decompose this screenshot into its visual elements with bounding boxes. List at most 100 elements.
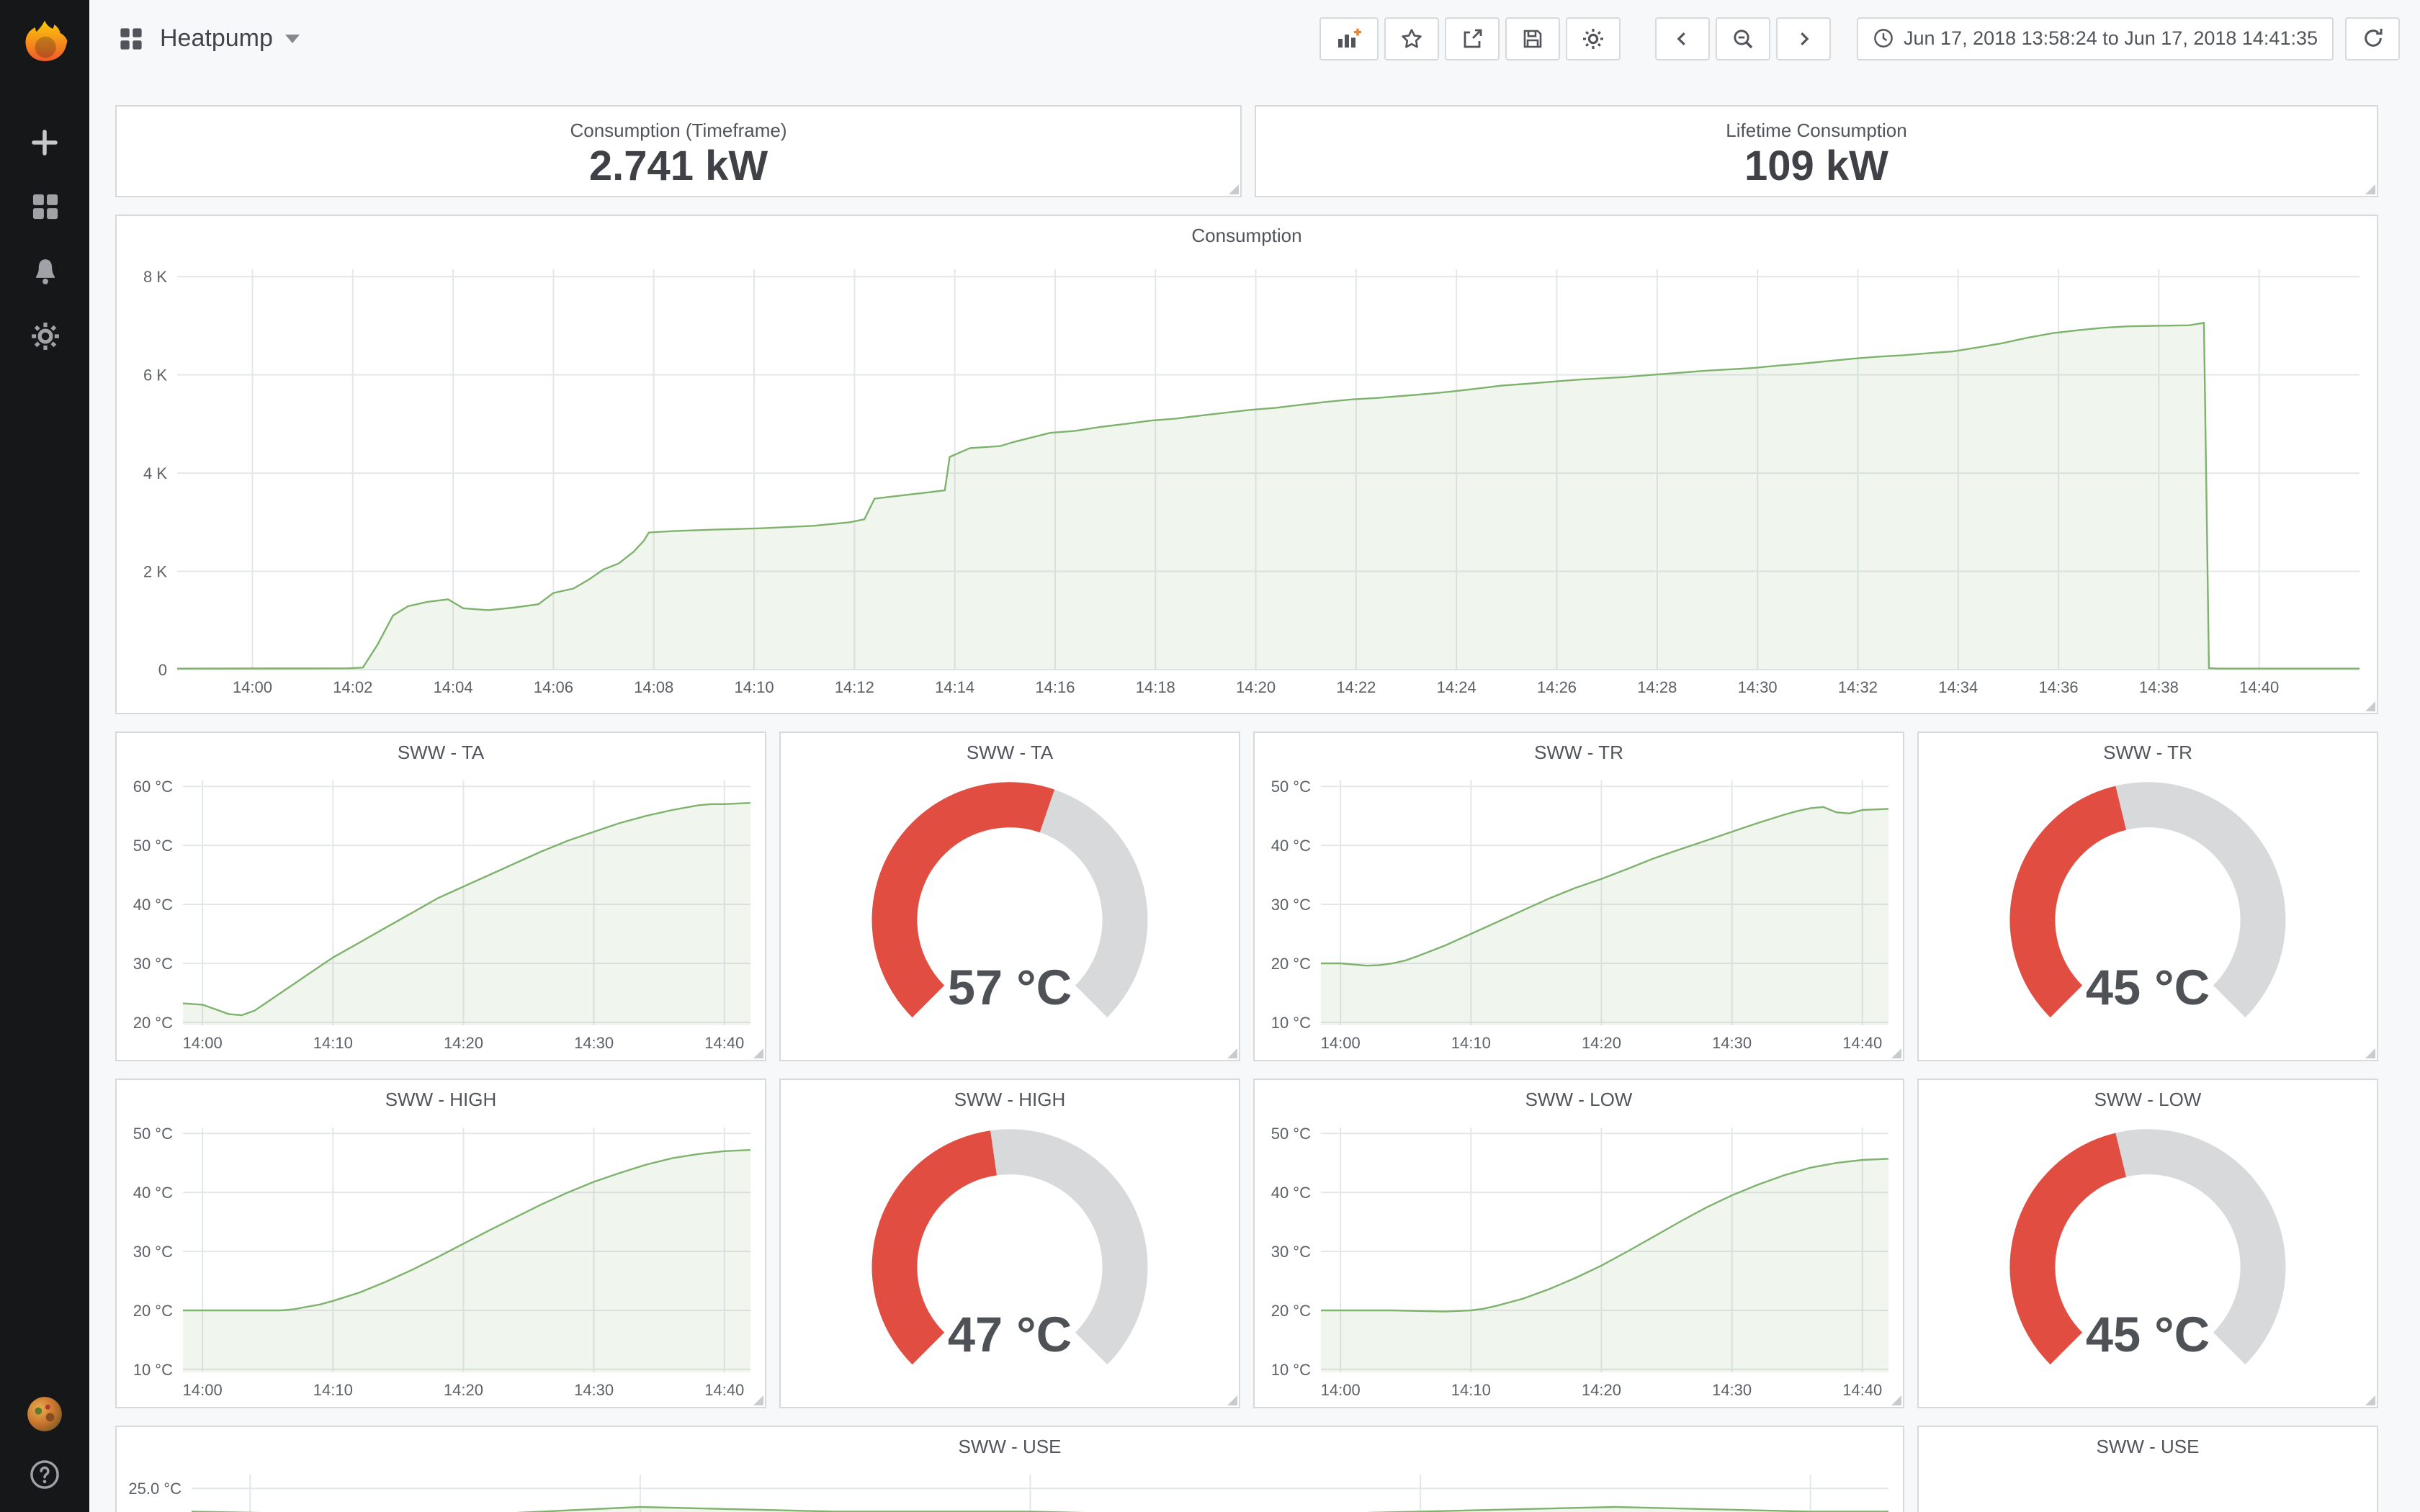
dashboard-grid: Consumption (Timeframe) 2.741 kW Lifetim…: [89, 76, 2420, 1512]
panel-resize-handle[interactable]: [1891, 1395, 1901, 1405]
svg-text:10 °C: 10 °C: [133, 1361, 173, 1379]
time-range-button[interactable]: Jun 17, 2018 13:58:24 to Jun 17, 2018 14…: [1856, 17, 2334, 60]
save-icon: [1523, 29, 1541, 48]
time-nav-group: [1654, 17, 1830, 60]
svg-text:30 °C: 30 °C: [1271, 1243, 1311, 1261]
svg-text:14:20: 14:20: [444, 1381, 483, 1399]
svg-text:50 °C: 50 °C: [133, 1125, 173, 1143]
sww-ta-gauge: 57 °C: [781, 772, 1239, 1060]
panel-title[interactable]: SWW - TR: [2103, 742, 2192, 763]
sww-ta-chart[interactable]: 20 °C 30 °C 40 °C 50 °C 60 °C 14:00 14:10 14:20…: [117, 772, 765, 1060]
consumption-chart[interactable]: 0 2 K 4 K 6 K 8 K 14:00 14:02 14:04 14:06 14:08 14…: [117, 255, 2377, 713]
time-step-back-button[interactable]: [1654, 17, 1709, 60]
svg-text:6 K: 6 K: [143, 366, 167, 384]
sidebar: [0, 0, 89, 1512]
bell-icon: [35, 259, 55, 284]
panel-title[interactable]: SWW - LOW: [1525, 1089, 1633, 1110]
panel-resize-handle[interactable]: [2365, 184, 2375, 194]
add-panel-button[interactable]: [1319, 17, 1378, 60]
svg-text:14:00: 14:00: [233, 678, 272, 696]
panel-resize-handle[interactable]: [2365, 1048, 2375, 1058]
panel-lifetime-consumption: Lifetime Consumption 109 kW: [1255, 105, 2378, 197]
refresh-button[interactable]: [2345, 17, 2400, 60]
sidebar-item-configuration[interactable]: [0, 304, 89, 369]
panel-resize-handle[interactable]: [1891, 1048, 1901, 1058]
sidebar-item-dashboards[interactable]: [0, 174, 89, 239]
panel-sww-low-graph: SWW - LOW 10 °C 20 °C 30 °C 40 °C 50 °C 14:00…: [1253, 1079, 1904, 1408]
panel-resize-handle[interactable]: [1227, 1395, 1237, 1405]
panel-resize-handle[interactable]: [1229, 184, 1239, 194]
user-profile-button[interactable]: [0, 1394, 89, 1434]
refresh-icon: [2364, 28, 2382, 47]
panel-title[interactable]: SWW - LOW: [2094, 1089, 2202, 1110]
star-dashboard-button[interactable]: [1384, 17, 1438, 60]
sww-low-chart[interactable]: 10 °C 20 °C 30 °C 40 °C 50 °C 14:00 14:10 14:20…: [1255, 1119, 1903, 1407]
time-step-forward-button[interactable]: [1775, 17, 1830, 60]
panel-resize-handle[interactable]: [2365, 1395, 2375, 1405]
help-button[interactable]: [0, 1454, 89, 1495]
panel-sww-low-gauge: SWW - LOW 45 °C: [1917, 1079, 2378, 1408]
svg-text:14:08: 14:08: [634, 678, 673, 696]
plus-icon: [32, 129, 58, 155]
panel-resize-handle[interactable]: [753, 1395, 763, 1405]
clock-icon: [1873, 29, 1892, 48]
sww-low-gauge: 45 °C: [1919, 1119, 2377, 1407]
sww-use-row: SWW - USE 25.0 °C14:0014:1014:2014:3014:…: [115, 1426, 2378, 1512]
grafana-logo[interactable]: [19, 17, 71, 69]
stat-row: Consumption (Timeframe) 2.741 kW Lifetim…: [115, 105, 2378, 197]
svg-text:14:30: 14:30: [574, 1034, 614, 1052]
sww-use-gauge: [1919, 1466, 2377, 1512]
panel-title[interactable]: SWW - USE: [958, 1436, 1062, 1457]
sidebar-item-create[interactable]: [0, 109, 89, 174]
svg-text:14:34: 14:34: [1938, 678, 1978, 696]
sidebar-item-alerting[interactable]: [0, 239, 89, 304]
svg-text:20 °C: 20 °C: [133, 1014, 173, 1032]
dashboard-grid-icon[interactable]: [118, 25, 144, 51]
panel-title[interactable]: SWW - TA: [397, 742, 485, 763]
help-icon: [30, 1460, 59, 1489]
svg-text:20 °C: 20 °C: [133, 1302, 173, 1320]
svg-text:40 °C: 40 °C: [133, 1184, 173, 1202]
dashboard-title-dropdown[interactable]: Heatpump: [160, 24, 300, 53]
svg-text:10 °C: 10 °C: [1271, 1014, 1311, 1032]
svg-text:50 °C: 50 °C: [1271, 1125, 1311, 1143]
panel-title[interactable]: SWW - TR: [1534, 742, 1623, 763]
panel-sww-high-gauge: SWW - HIGH 47 °C: [779, 1079, 1240, 1408]
svg-text:14:04: 14:04: [434, 678, 473, 696]
panel-title[interactable]: Consumption (Timeframe): [570, 120, 787, 141]
sww-tr-chart[interactable]: 10 °C 20 °C 30 °C 40 °C 50 °C 14:00 14:10 14:20…: [1255, 772, 1903, 1060]
dashboard-tools: [1319, 17, 1620, 60]
svg-text:14:00: 14:00: [183, 1381, 223, 1399]
sidebar-bottom: [0, 1394, 89, 1512]
svg-text:20 °C: 20 °C: [1271, 955, 1311, 973]
panel-title[interactable]: SWW - HIGH: [385, 1089, 497, 1110]
svg-text:14:20: 14:20: [444, 1034, 483, 1052]
sww-high-chart[interactable]: 10 °C 20 °C 30 °C 40 °C 50 °C 14:00 14:10 14:20…: [117, 1119, 765, 1407]
svg-text:14:30: 14:30: [1712, 1381, 1752, 1399]
panel-title[interactable]: Lifetime Consumption: [1726, 120, 1907, 141]
svg-text:14:30: 14:30: [1712, 1034, 1752, 1052]
svg-text:8 K: 8 K: [143, 268, 167, 286]
share-dashboard-button[interactable]: [1444, 17, 1499, 60]
panel-title[interactable]: Consumption: [1191, 225, 1302, 246]
svg-text:30 °C: 30 °C: [133, 1243, 173, 1261]
dashboards-icon: [32, 194, 58, 220]
user-avatar: [27, 1397, 62, 1431]
dashboard-settings-button[interactable]: [1565, 17, 1620, 60]
svg-text:14:26: 14:26: [1537, 678, 1577, 696]
panel-resize-handle[interactable]: [2365, 701, 2375, 711]
panel-title[interactable]: SWW - USE: [2096, 1436, 2200, 1457]
navbar-left: Heatpump: [118, 24, 300, 53]
panel-resize-handle[interactable]: [753, 1048, 763, 1058]
sidebar-menu: [0, 109, 89, 369]
svg-text:14:20: 14:20: [1236, 678, 1276, 696]
panel-consumption-timeframe: Consumption (Timeframe) 2.741 kW: [115, 105, 1242, 197]
panel-title[interactable]: SWW - HIGH: [954, 1089, 1066, 1110]
panel-title[interactable]: SWW - TA: [966, 742, 1054, 763]
add-panel-icon: [1337, 27, 1361, 47]
sww-high-low-row: SWW - HIGH 10 °C 20 °C 30 °C 40 °C 50 °C 14:0…: [115, 1079, 2378, 1408]
panel-resize-handle[interactable]: [1227, 1048, 1237, 1058]
save-dashboard-button[interactable]: [1505, 17, 1559, 60]
zoom-out-button[interactable]: [1715, 17, 1770, 60]
